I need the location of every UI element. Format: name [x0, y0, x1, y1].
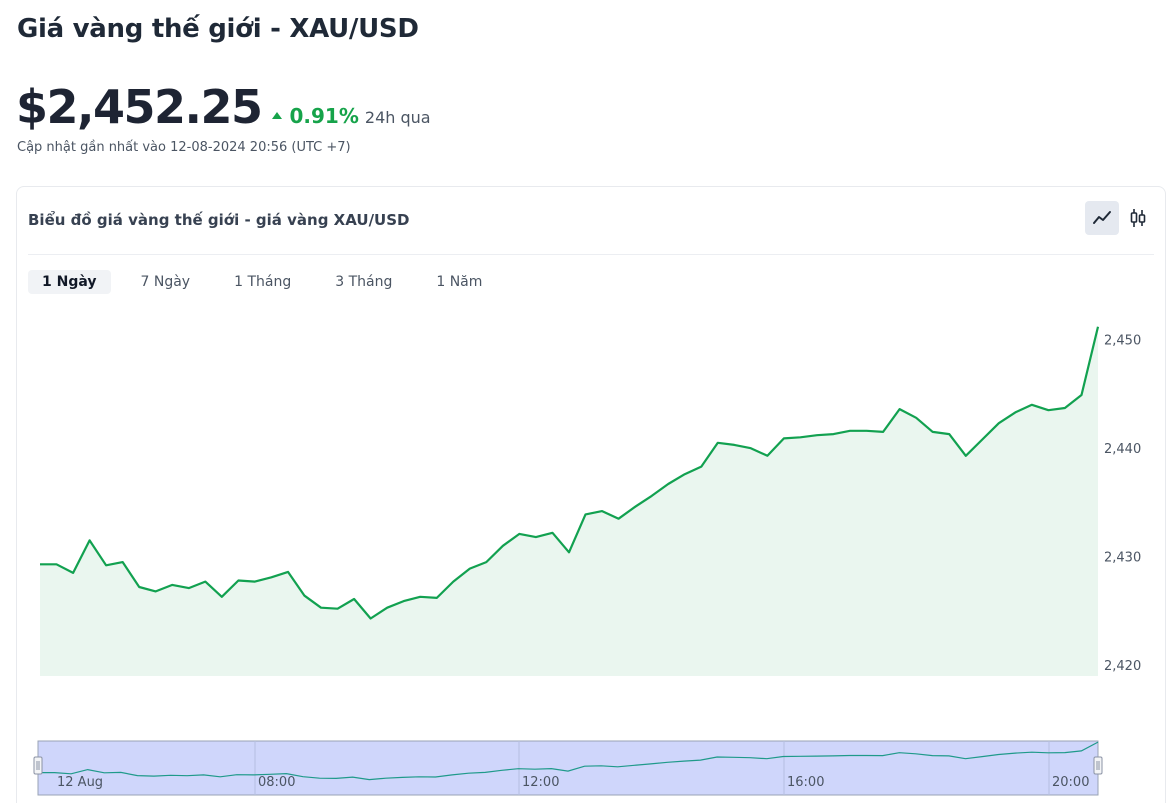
navigator-x-label: 12 Aug: [57, 775, 103, 790]
price-row: $2,452.25 0.91% 24h qua: [16, 80, 431, 134]
y-tick-label: 2,430: [1104, 551, 1141, 566]
candlestick-button[interactable]: [1121, 201, 1155, 235]
price-area: [40, 326, 1098, 676]
y-tick-label: 2,440: [1104, 442, 1141, 457]
range-tabs: 1 Ngày 7 Ngày 1 Tháng 3 Tháng 1 Năm: [28, 270, 512, 294]
line-chart-button[interactable]: [1085, 201, 1119, 235]
tab-3-months[interactable]: 3 Tháng: [335, 274, 393, 290]
tab-1-day[interactable]: 1 Ngày: [28, 270, 111, 294]
tab-7-days[interactable]: 7 Ngày: [140, 274, 191, 290]
navigator-window[interactable]: [37, 740, 1099, 796]
last-updated: Cập nhật gần nhất vào 12-08-2024 20:56 (…: [17, 140, 351, 155]
navigator-x-label: 16:00: [787, 775, 824, 790]
navigator-left-handle[interactable]: [33, 756, 43, 775]
price-change: 0.91% 24h qua: [271, 104, 431, 128]
y-tick-label: 2,420: [1104, 659, 1141, 674]
triangle-up-icon: [271, 112, 282, 119]
navigator-x-label: 12:00: [522, 775, 559, 790]
page-title: Giá vàng thế giới - XAU/USD: [17, 14, 419, 44]
chart-card-title: Biểu đồ giá vàng thế giới - giá vàng XAU…: [28, 211, 410, 229]
price-line: [40, 326, 1100, 620]
candlestick-icon: [1130, 209, 1146, 227]
tab-1-month[interactable]: 1 Tháng: [234, 274, 292, 290]
change-period: 24h qua: [364, 108, 431, 127]
chart-type-toggle: [1083, 201, 1155, 235]
current-price: $2,452.25: [16, 80, 263, 134]
navigator-line: [38, 741, 1099, 781]
navigator-x-label: 20:00: [1052, 775, 1089, 790]
change-percent: 0.91%: [289, 104, 359, 128]
card-divider: [28, 254, 1154, 255]
navigator-x-label: 08:00: [258, 775, 295, 790]
tab-1-year[interactable]: 1 Năm: [436, 274, 483, 290]
line-chart-icon: [1093, 211, 1111, 224]
navigator-right-handle[interactable]: [1093, 756, 1103, 775]
y-tick-label: 2,450: [1104, 334, 1141, 349]
